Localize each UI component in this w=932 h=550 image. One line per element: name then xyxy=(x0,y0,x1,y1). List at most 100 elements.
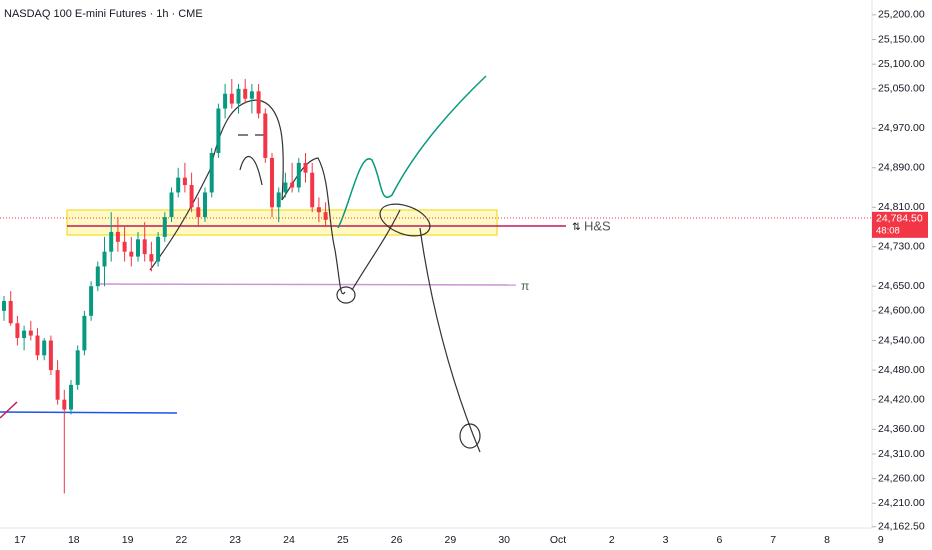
x-tick-label: 19 xyxy=(122,534,134,546)
candle-body xyxy=(216,108,221,153)
y-tick-label: 25,150.00 xyxy=(878,33,925,45)
x-tick-label: 26 xyxy=(391,534,403,546)
candle-body xyxy=(223,93,228,109)
countdown: 48:08 xyxy=(876,225,900,236)
candle-body xyxy=(142,239,147,255)
y-tick-label: 24,970.00 xyxy=(878,122,925,134)
y-tick-label: 24,650.00 xyxy=(878,280,925,292)
candle-body xyxy=(303,162,308,173)
y-tick-label: 24,260.00 xyxy=(878,472,925,484)
candle-body xyxy=(2,301,6,311)
y-tick-label: 24,890.00 xyxy=(878,162,925,174)
candle-body xyxy=(15,323,20,339)
candle-body xyxy=(156,236,161,262)
x-tick-label: 17 xyxy=(14,534,26,546)
annotation: π xyxy=(521,279,529,293)
y-tick-label: 24,420.00 xyxy=(878,393,925,405)
candle-body xyxy=(62,399,67,410)
candle-body xyxy=(169,192,174,218)
candle-body xyxy=(8,301,13,324)
candle-body xyxy=(136,239,140,257)
candle-body xyxy=(270,157,274,208)
x-tick-label: 18 xyxy=(68,534,80,546)
x-tick-label: 7 xyxy=(770,534,776,546)
candle-body xyxy=(115,231,120,242)
candle-body xyxy=(149,254,154,262)
y-tick-label: 24,810.00 xyxy=(878,201,925,213)
candle-body xyxy=(283,182,288,193)
candle-body xyxy=(263,113,268,158)
candle-body xyxy=(129,251,134,257)
projection-path xyxy=(337,75,487,229)
candle-body xyxy=(122,241,127,252)
y-tick-label: 24,210.00 xyxy=(878,497,925,509)
candle-body xyxy=(229,93,234,104)
x-tick-label: 8 xyxy=(824,534,830,546)
candle-body xyxy=(48,340,53,371)
support-line xyxy=(95,283,517,286)
candle-body xyxy=(256,91,261,114)
candle-body xyxy=(296,162,301,188)
candle-body xyxy=(42,340,47,356)
x-tick-label: Oct xyxy=(550,534,566,546)
candle-body xyxy=(95,266,100,287)
x-tick-label: 9 xyxy=(878,534,884,546)
y-tick-label: 24,540.00 xyxy=(878,334,925,346)
price-tag xyxy=(872,211,928,238)
candle-body xyxy=(109,231,114,252)
candle-body xyxy=(316,207,321,213)
candle-body xyxy=(75,350,80,385)
x-tick-label: 30 xyxy=(498,534,510,546)
candle-body xyxy=(28,330,33,336)
candle-body xyxy=(102,251,107,267)
x-tick-label: 24 xyxy=(283,534,295,546)
sketch xyxy=(149,99,481,453)
zone xyxy=(66,209,498,236)
x-tick-label: 6 xyxy=(716,534,722,546)
candle-body xyxy=(89,286,94,316)
x-tick-label: 29 xyxy=(445,534,457,546)
x-tick-label: 3 xyxy=(663,534,669,546)
x-tick-label: 22 xyxy=(176,534,188,546)
y-tick-label: 24,480.00 xyxy=(878,364,925,376)
x-tick-label: 2 xyxy=(609,534,615,546)
candle-body xyxy=(276,192,281,208)
candle-body xyxy=(189,185,194,208)
candle-body xyxy=(196,207,201,218)
swap-icon: ⇅ xyxy=(572,221,581,233)
candle-body xyxy=(249,91,254,99)
price-label: 24,784.50 xyxy=(876,213,923,225)
support-line xyxy=(0,411,178,414)
x-tick-label: 25 xyxy=(337,534,349,546)
candle-body xyxy=(69,384,73,410)
drawings: ⇅ H&S π xyxy=(0,75,872,453)
annotation: H&S xyxy=(584,218,611,233)
trend-line xyxy=(0,401,18,419)
y-tick-label: 24,730.00 xyxy=(878,241,925,253)
candle-body xyxy=(323,212,328,220)
candle-body xyxy=(209,152,214,193)
x-tick-label: 23 xyxy=(229,534,241,546)
candle-body xyxy=(82,315,87,351)
candle-body xyxy=(22,330,27,339)
y-tick-label: 25,200.00 xyxy=(878,9,925,21)
y-tick-label: 24,360.00 xyxy=(878,423,925,435)
candle-body xyxy=(55,370,60,400)
candle-body xyxy=(162,217,167,237)
candle-body xyxy=(176,177,181,193)
y-tick-label: 24,310.00 xyxy=(878,448,925,460)
candle-body xyxy=(203,192,207,218)
y-tick-label: 24,600.00 xyxy=(878,305,925,317)
candle-body xyxy=(310,172,315,208)
y-tick-label: 25,050.00 xyxy=(878,83,925,95)
y-tick-label: 25,100.00 xyxy=(878,58,925,70)
chart-title: NASDAQ 100 E-mini Futures · 1h · CME xyxy=(4,8,203,20)
candle-body xyxy=(35,335,40,356)
y-tick-label: 24,162.50 xyxy=(878,521,925,533)
candle-body xyxy=(243,88,248,99)
candle-body xyxy=(290,182,295,188)
candle-body xyxy=(182,177,187,186)
candle-body xyxy=(236,88,241,104)
